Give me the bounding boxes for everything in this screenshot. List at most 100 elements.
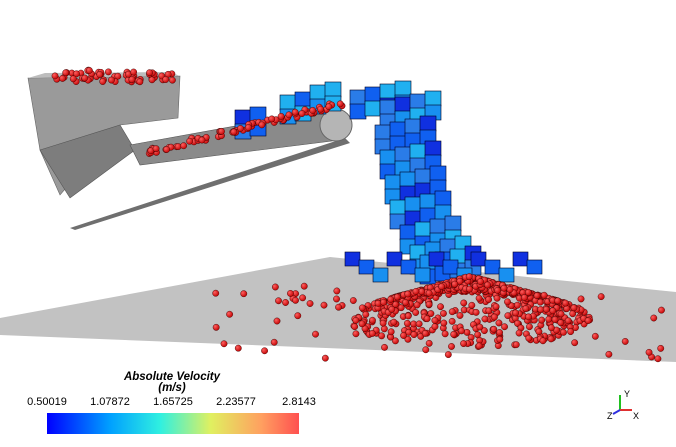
particle <box>484 281 491 289</box>
particle <box>380 298 387 306</box>
particle <box>456 312 464 319</box>
cell <box>409 93 427 110</box>
particle <box>490 325 498 333</box>
particle <box>460 299 468 307</box>
particle <box>451 280 459 288</box>
particle <box>437 303 444 311</box>
particle <box>522 305 530 312</box>
particle <box>162 76 170 83</box>
particle <box>62 69 70 77</box>
particle <box>404 290 412 298</box>
cell <box>428 251 445 267</box>
particle <box>605 350 613 358</box>
particle <box>294 312 302 320</box>
cell <box>394 96 412 113</box>
particle <box>525 334 533 342</box>
particle <box>551 316 559 323</box>
color-bar <box>47 413 299 434</box>
particle <box>506 286 514 293</box>
particle <box>312 330 319 338</box>
particle <box>368 330 376 337</box>
particle <box>128 76 136 83</box>
particle <box>99 78 107 85</box>
legend: Absolute Velocity (m/s) 0.50019 1.07872 1.… <box>27 371 316 434</box>
cell <box>424 140 442 157</box>
cell <box>364 100 382 117</box>
particle <box>168 76 176 84</box>
particle <box>198 136 206 144</box>
particle <box>496 329 503 336</box>
particle <box>538 316 546 324</box>
particle <box>440 310 447 317</box>
particle <box>51 72 59 80</box>
particle <box>539 337 547 345</box>
particle <box>230 128 238 136</box>
particle <box>504 312 512 320</box>
cell <box>404 196 422 213</box>
particle <box>554 297 562 305</box>
cell <box>358 259 375 275</box>
particle <box>273 317 281 325</box>
particle <box>358 304 366 312</box>
cell <box>470 251 487 267</box>
particle <box>285 111 293 119</box>
particle <box>404 312 412 320</box>
particle <box>240 290 248 298</box>
particle <box>458 327 465 335</box>
cell <box>379 83 397 100</box>
particle <box>358 320 366 328</box>
particle <box>298 110 306 117</box>
particle <box>325 103 333 111</box>
particle <box>557 310 565 318</box>
particle <box>413 301 421 309</box>
particle <box>234 344 242 352</box>
particle <box>387 328 395 336</box>
particle <box>333 295 340 303</box>
particle <box>492 303 500 310</box>
particle <box>400 332 407 339</box>
particle <box>425 339 433 347</box>
particle <box>535 328 543 336</box>
particle <box>533 292 541 300</box>
cell <box>484 259 501 275</box>
particle <box>287 290 294 297</box>
cell <box>374 124 392 141</box>
particle <box>421 330 429 337</box>
particle <box>226 310 233 318</box>
axis-y: Y <box>624 389 630 399</box>
particle <box>650 314 658 322</box>
cell <box>394 80 412 97</box>
cell <box>526 259 543 275</box>
velocity-cells <box>234 80 543 285</box>
cell <box>372 267 389 283</box>
particle <box>448 343 455 350</box>
particle <box>73 70 80 78</box>
particle <box>525 313 532 321</box>
particle <box>163 146 170 153</box>
particle <box>444 351 452 358</box>
particle <box>390 318 398 326</box>
particle <box>388 305 396 313</box>
cell <box>434 190 452 207</box>
axes-triad: Y Z X <box>607 389 639 421</box>
legend-tick-label: 0.50019 <box>27 396 67 408</box>
particle <box>317 105 324 113</box>
particle <box>597 293 605 301</box>
cell <box>386 251 403 267</box>
particle <box>299 294 307 302</box>
cell <box>384 174 402 191</box>
particle <box>658 306 665 314</box>
particle <box>425 289 433 297</box>
cell <box>429 218 447 235</box>
particle <box>369 316 376 324</box>
particle <box>69 75 77 83</box>
particle <box>560 328 567 336</box>
particle <box>621 338 629 345</box>
particle <box>320 301 328 309</box>
particle <box>645 348 653 356</box>
particle <box>412 309 420 316</box>
legend-title: Absolute Velocity <box>123 371 221 383</box>
particle <box>472 308 480 316</box>
particle <box>212 289 220 297</box>
cell <box>399 171 417 188</box>
